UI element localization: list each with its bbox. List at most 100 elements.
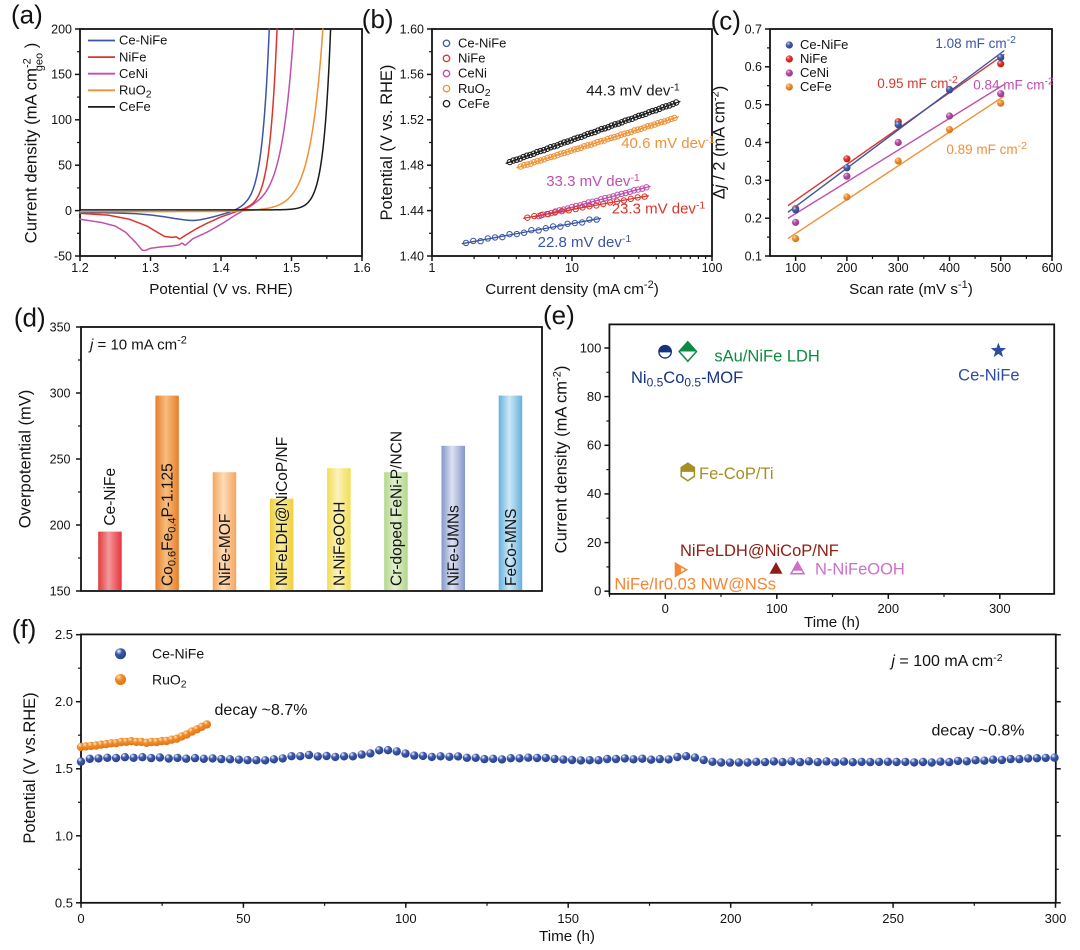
svg-text:1.60: 1.60 — [400, 22, 424, 36]
svg-text:150: 150 — [557, 911, 579, 926]
svg-text:Time (h): Time (h) — [539, 928, 595, 945]
svg-text:NiFe-MOF: NiFe-MOF — [217, 514, 234, 586]
svg-text:100: 100 — [580, 340, 602, 355]
svg-text:Potential (V vs. RHE): Potential (V vs. RHE) — [378, 65, 396, 221]
svg-text:100: 100 — [702, 261, 723, 275]
svg-text:1.4: 1.4 — [212, 261, 229, 275]
svg-text:Time (h): Time (h) — [804, 614, 860, 631]
svg-text:(f): (f) — [12, 614, 37, 644]
svg-text:NiFe/Ir0.03 NW@NSs: NiFe/Ir0.03 NW@NSs — [614, 576, 776, 594]
svg-text:1.5: 1.5 — [55, 761, 73, 776]
svg-text:300: 300 — [1045, 911, 1067, 926]
svg-text:40.6 mV dev-1: 40.6 mV dev-1 — [621, 134, 715, 152]
svg-text:22.8 mV dev-1: 22.8 mV dev-1 — [538, 233, 632, 251]
svg-text:350: 350 — [50, 320, 71, 334]
svg-text:1.0: 1.0 — [55, 828, 73, 843]
svg-text:NiFe: NiFe — [800, 51, 827, 66]
svg-text:CeNi: CeNi — [119, 66, 148, 81]
svg-text:Potential (V vs. RHE): Potential (V vs. RHE) — [149, 281, 292, 298]
svg-text:200: 200 — [877, 601, 899, 616]
svg-text:decay ~0.8%: decay ~0.8% — [932, 722, 1025, 739]
svg-text:Ce-NiFe: Ce-NiFe — [152, 646, 204, 662]
svg-text:2.0: 2.0 — [55, 694, 73, 709]
svg-text:CeFe: CeFe — [458, 96, 490, 111]
svg-text:60: 60 — [587, 438, 601, 453]
svg-text:Overpotential (mV): Overpotential (mV) — [17, 390, 35, 528]
svg-text:0.6: 0.6 — [745, 60, 762, 74]
svg-text:Ce-NiFe: Ce-NiFe — [102, 468, 119, 526]
svg-text:0.95 mF cm-2: 0.95 mF cm-2 — [877, 74, 958, 91]
svg-text:80: 80 — [587, 389, 601, 404]
svg-text:10: 10 — [565, 261, 579, 275]
svg-text:2.5: 2.5 — [55, 627, 73, 642]
svg-text:CeFe: CeFe — [800, 79, 832, 94]
svg-text:Current density (mA cm-2): Current density (mA cm-2) — [485, 279, 659, 298]
svg-text:(a): (a) — [11, 0, 43, 29]
svg-text:Ce-NiFe: Ce-NiFe — [800, 37, 848, 52]
svg-text:100: 100 — [785, 261, 806, 275]
svg-text:(e): (e) — [543, 300, 575, 330]
svg-text:NiFe: NiFe — [119, 49, 146, 64]
svg-text:300: 300 — [50, 386, 71, 400]
svg-text:decay ~8.7%: decay ~8.7% — [215, 702, 308, 719]
svg-text:sAu/NiFe LDH: sAu/NiFe LDH — [714, 348, 819, 366]
svg-text:Ce-NiFe: Ce-NiFe — [958, 367, 1019, 385]
svg-text:0.1: 0.1 — [745, 249, 762, 263]
svg-text:600: 600 — [1042, 261, 1063, 275]
svg-text:FeCo-MNS: FeCo-MNS — [503, 508, 520, 586]
svg-text:200: 200 — [836, 261, 857, 275]
svg-text:0: 0 — [65, 204, 72, 218]
svg-text:Potential (V vs.RHE): Potential (V vs.RHE) — [21, 692, 39, 843]
svg-text:100: 100 — [766, 601, 788, 616]
svg-text:50: 50 — [236, 911, 250, 926]
svg-text:150: 150 — [51, 68, 72, 82]
svg-text:44.3 mV dev-1: 44.3 mV dev-1 — [586, 82, 680, 100]
svg-text:Current density (mA cm-2): Current density (mA cm-2) — [552, 366, 571, 554]
svg-text:Ce-NiFe: Ce-NiFe — [458, 36, 506, 51]
svg-text:0.5: 0.5 — [745, 98, 762, 112]
svg-text:0.89 mF cm-2: 0.89 mF cm-2 — [946, 140, 1027, 157]
svg-text:Fe-CoP/Ti: Fe-CoP/Ti — [699, 465, 774, 483]
svg-text:0.2: 0.2 — [745, 212, 762, 226]
svg-text:50: 50 — [58, 159, 72, 173]
svg-text:NiFeLDH@NiCoP/NF: NiFeLDH@NiCoP/NF — [680, 542, 839, 560]
svg-text:0: 0 — [662, 601, 669, 616]
svg-text:Δj / 2 (mA cm-2): Δj / 2 (mA cm-2) — [710, 86, 729, 199]
svg-text:1.40: 1.40 — [400, 249, 424, 263]
svg-text:(d): (d) — [14, 303, 46, 333]
svg-text:NiFeLDH@NiCoP/NF: NiFeLDH@NiCoP/NF — [274, 437, 291, 586]
svg-text:0.5: 0.5 — [55, 895, 73, 910]
svg-text:1: 1 — [429, 261, 436, 275]
svg-text:CeFe: CeFe — [119, 99, 151, 114]
svg-text:1.6: 1.6 — [353, 261, 370, 275]
svg-text:-50: -50 — [54, 249, 72, 263]
svg-text:300: 300 — [888, 261, 909, 275]
svg-text:CeNi: CeNi — [458, 66, 487, 81]
svg-text:NiFe: NiFe — [458, 51, 485, 66]
svg-text:200: 200 — [51, 22, 72, 36]
svg-text:Cr-doped FeNi-P/NCN: Cr-doped FeNi-P/NCN — [389, 431, 406, 586]
svg-text:100: 100 — [395, 911, 417, 926]
svg-text:(b): (b) — [362, 4, 394, 34]
svg-text:23.3 mV dev-1: 23.3 mV dev-1 — [612, 200, 706, 218]
svg-text:RuO2: RuO2 — [119, 83, 152, 101]
svg-text:N-NiFeOOH: N-NiFeOOH — [815, 561, 905, 579]
svg-text:1.08 mF cm-2: 1.08 mF cm-2 — [935, 34, 1016, 51]
svg-text:(c): (c) — [711, 6, 741, 36]
svg-text:1.44: 1.44 — [400, 204, 424, 218]
svg-text:250: 250 — [882, 911, 904, 926]
svg-text:Ce-NiFe: Ce-NiFe — [119, 33, 167, 48]
svg-text:0.84 mF cm-2: 0.84 mF cm-2 — [973, 76, 1054, 93]
svg-text:1.56: 1.56 — [400, 68, 424, 82]
svg-text:Co0.6Fe0.4P-1.125: Co0.6Fe0.4P-1.125 — [160, 463, 179, 586]
svg-text:0.7: 0.7 — [745, 22, 762, 36]
svg-text:400: 400 — [939, 261, 960, 275]
svg-text:40: 40 — [587, 486, 601, 501]
svg-text:250: 250 — [50, 452, 71, 466]
svg-text:NiFe-UMNs: NiFe-UMNs — [446, 505, 463, 586]
svg-text:N-NiFeOOH: N-NiFeOOH — [331, 502, 348, 586]
svg-text:300: 300 — [989, 601, 1011, 616]
svg-text:20: 20 — [587, 535, 601, 550]
svg-text:200: 200 — [720, 911, 742, 926]
svg-text:150: 150 — [50, 584, 71, 598]
